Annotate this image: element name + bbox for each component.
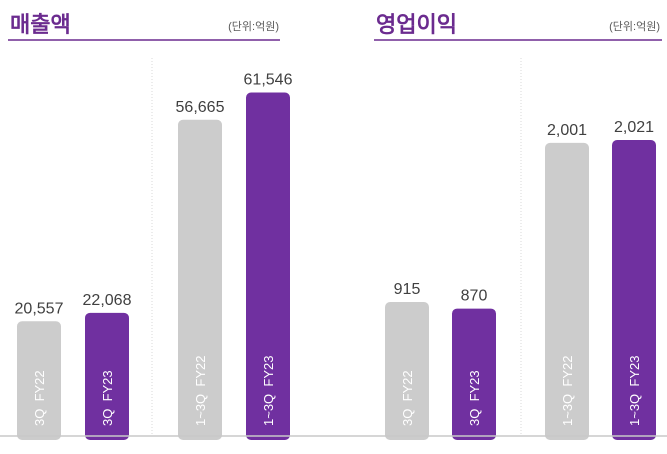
category-label-p1-g1-b1: 1~3Q FY23 — [627, 356, 642, 426]
value-label-p0-g0-b0: 20,557 — [15, 300, 64, 317]
bar-p0-g1-b1 — [246, 92, 290, 440]
unit-label-operating-profit: (단위:억원) — [609, 20, 660, 33]
category-label-p0-g1-b1: 1~3Q FY23 — [261, 356, 276, 426]
value-label-p1-g1-b1: 2,021 — [614, 119, 654, 136]
category-label-p0-g1-b0: 1~3Q FY22 — [193, 356, 208, 426]
category-label-p1-g0-b0: 3Q FY22 — [400, 370, 415, 426]
bar-p0-g0-b0 — [17, 321, 61, 440]
bar-p1-g0-b0 — [385, 301, 429, 440]
value-label-p1-g1-b0: 2,001 — [547, 122, 587, 139]
bar-p1-g1-b0 — [545, 142, 589, 440]
value-label-p1-g0-b0: 915 — [394, 281, 421, 298]
value-label-p0-g1-b1: 61,546 — [244, 72, 293, 89]
bar-p1-g1-b1 — [612, 139, 656, 440]
bar-p1-g0-b1 — [452, 308, 496, 440]
value-label-p0-g1-b0: 56,665 — [176, 99, 225, 116]
bars-operating-profit: 915 3Q FY22 870 3Q FY23 2,001 1~3Q FY22 2,021 1… — [385, 119, 656, 440]
category-label-p0-g0-b1: 3Q FY23 — [100, 370, 115, 426]
panel-title-operating-profit: 영업이익 — [376, 12, 457, 37]
category-label-p0-g0-b0: 3Q FY22 — [32, 370, 47, 426]
unit-label-revenue: (단위:억원) — [228, 20, 279, 33]
value-label-p1-g0-b1: 870 — [461, 288, 488, 305]
panel-operating-profit: 영업이익 (단위:억원) 915 3Q FY22 870 3Q FY23 2,001 1~… — [374, 12, 662, 440]
category-label-p1-g0-b1: 3Q FY23 — [467, 370, 482, 426]
panel-revenue: 매출액 (단위:억원) 20,557 3Q FY22 22,068 3Q FY23 56… — [8, 12, 293, 441]
bar-p0-g0-b1 — [85, 312, 129, 440]
bars-revenue: 20,557 3Q FY22 22,068 3Q FY23 56,665 1~3Q FY2… — [15, 72, 293, 441]
bar-p0-g1-b0 — [178, 119, 222, 441]
panel-title-revenue: 매출액 — [10, 12, 71, 37]
value-label-p0-g0-b1: 22,068 — [83, 292, 132, 309]
category-label-p1-g1-b0: 1~3Q FY22 — [560, 356, 575, 426]
